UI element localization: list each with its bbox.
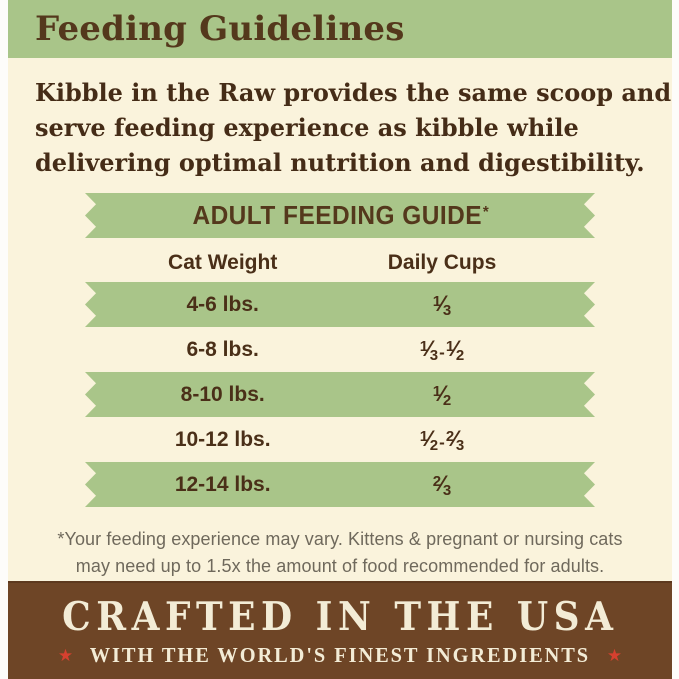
footnote-line: *Your feeding experience may vary. Kitte… (57, 529, 623, 549)
footer-subheading: WITH THE WORLD'S FINEST INGREDIENTS (89, 643, 591, 667)
daily-cups-cell: 1⁄3 (360, 292, 523, 318)
footnote: *Your feeding experience may vary. Kitte… (8, 526, 672, 580)
daily-cups-cell: 2⁄3 (360, 472, 523, 498)
adult-feeding-guide-banner: ADULT FEEDING GUIDE* (85, 193, 595, 238)
banner-label: ADULT FEEDING GUIDE* (192, 200, 489, 230)
footer-subheading-row: ★ WITH THE WORLD'S FINEST INGREDIENTS ★ (58, 643, 622, 668)
page-title: Feeding Guidelines (35, 9, 405, 49)
title-band: Feeding Guidelines (8, 0, 672, 58)
table-column-headers: Cat Weight Daily Cups (85, 249, 595, 277)
cat-weight-cell: 4-6 lbs. (186, 292, 259, 316)
fraction: 1⁄3 (419, 335, 439, 364)
fraction: 1⁄2 (419, 425, 439, 454)
cat-weight-cell: 8-10 lbs. (180, 382, 265, 406)
star-icon: ★ (57, 646, 74, 665)
daily-cups-cell: 1⁄2 (360, 382, 523, 408)
cat-weight-cell: 10-12 lbs. (174, 427, 271, 451)
fraction: 2⁄3 (445, 425, 465, 454)
cat-weight-cell: 6-8 lbs. (186, 337, 259, 361)
cat-weight-cell: 12-14 lbs. (174, 472, 271, 496)
star-icon: ★ (606, 646, 623, 665)
table-row: 12-14 lbs. 2⁄3 (85, 462, 595, 507)
fraction: 1⁄2 (445, 335, 465, 364)
fraction: 2⁄3 (432, 470, 452, 499)
footnote-line: may need up to 1.5x the amount of food r… (75, 556, 605, 576)
feeding-guidelines-panel: Feeding Guidelines Kibble in the Raw pro… (8, 0, 672, 679)
table-row: 10-12 lbs. 1⁄2-2⁄3 (85, 417, 595, 462)
table-row: 8-10 lbs. 1⁄2 (85, 372, 595, 417)
intro-line: serve feeding experience as kibble while (35, 113, 579, 142)
intro-line: delivering optimal nutrition and digesti… (35, 148, 645, 177)
column-header-cat-weight: Cat Weight (168, 251, 278, 274)
panel-body: Kibble in the Raw provides the same scoo… (8, 58, 672, 581)
crafted-in-usa-heading: CRAFTED IN THE USA (61, 594, 619, 640)
fraction: 1⁄2 (432, 380, 452, 409)
fraction: 1⁄3 (432, 290, 452, 319)
fraction-dash: - (439, 432, 445, 452)
banner-asterisk: * (482, 204, 489, 221)
fraction-dash: - (439, 342, 445, 362)
daily-cups-cell: 1⁄3-1⁄2 (360, 335, 523, 364)
intro-paragraph: Kibble in the Raw provides the same scoo… (35, 75, 672, 180)
footer-band: CRAFTED IN THE USA ★ WITH THE WORLD'S FI… (8, 581, 672, 679)
intro-line: Kibble in the Raw provides the same scoo… (35, 78, 672, 107)
table-row: 4-6 lbs. 1⁄3 (85, 282, 595, 327)
daily-cups-cell: 1⁄2-2⁄3 (360, 425, 523, 454)
feeding-table-rows: 4-6 lbs. 1⁄3 6-8 lbs. 1⁄3-1⁄2 8-10 lbs. 1⁄2 10… (85, 282, 595, 507)
column-header-daily-cups: Daily Cups (387, 251, 497, 274)
table-row: 6-8 lbs. 1⁄3-1⁄2 (85, 327, 595, 372)
